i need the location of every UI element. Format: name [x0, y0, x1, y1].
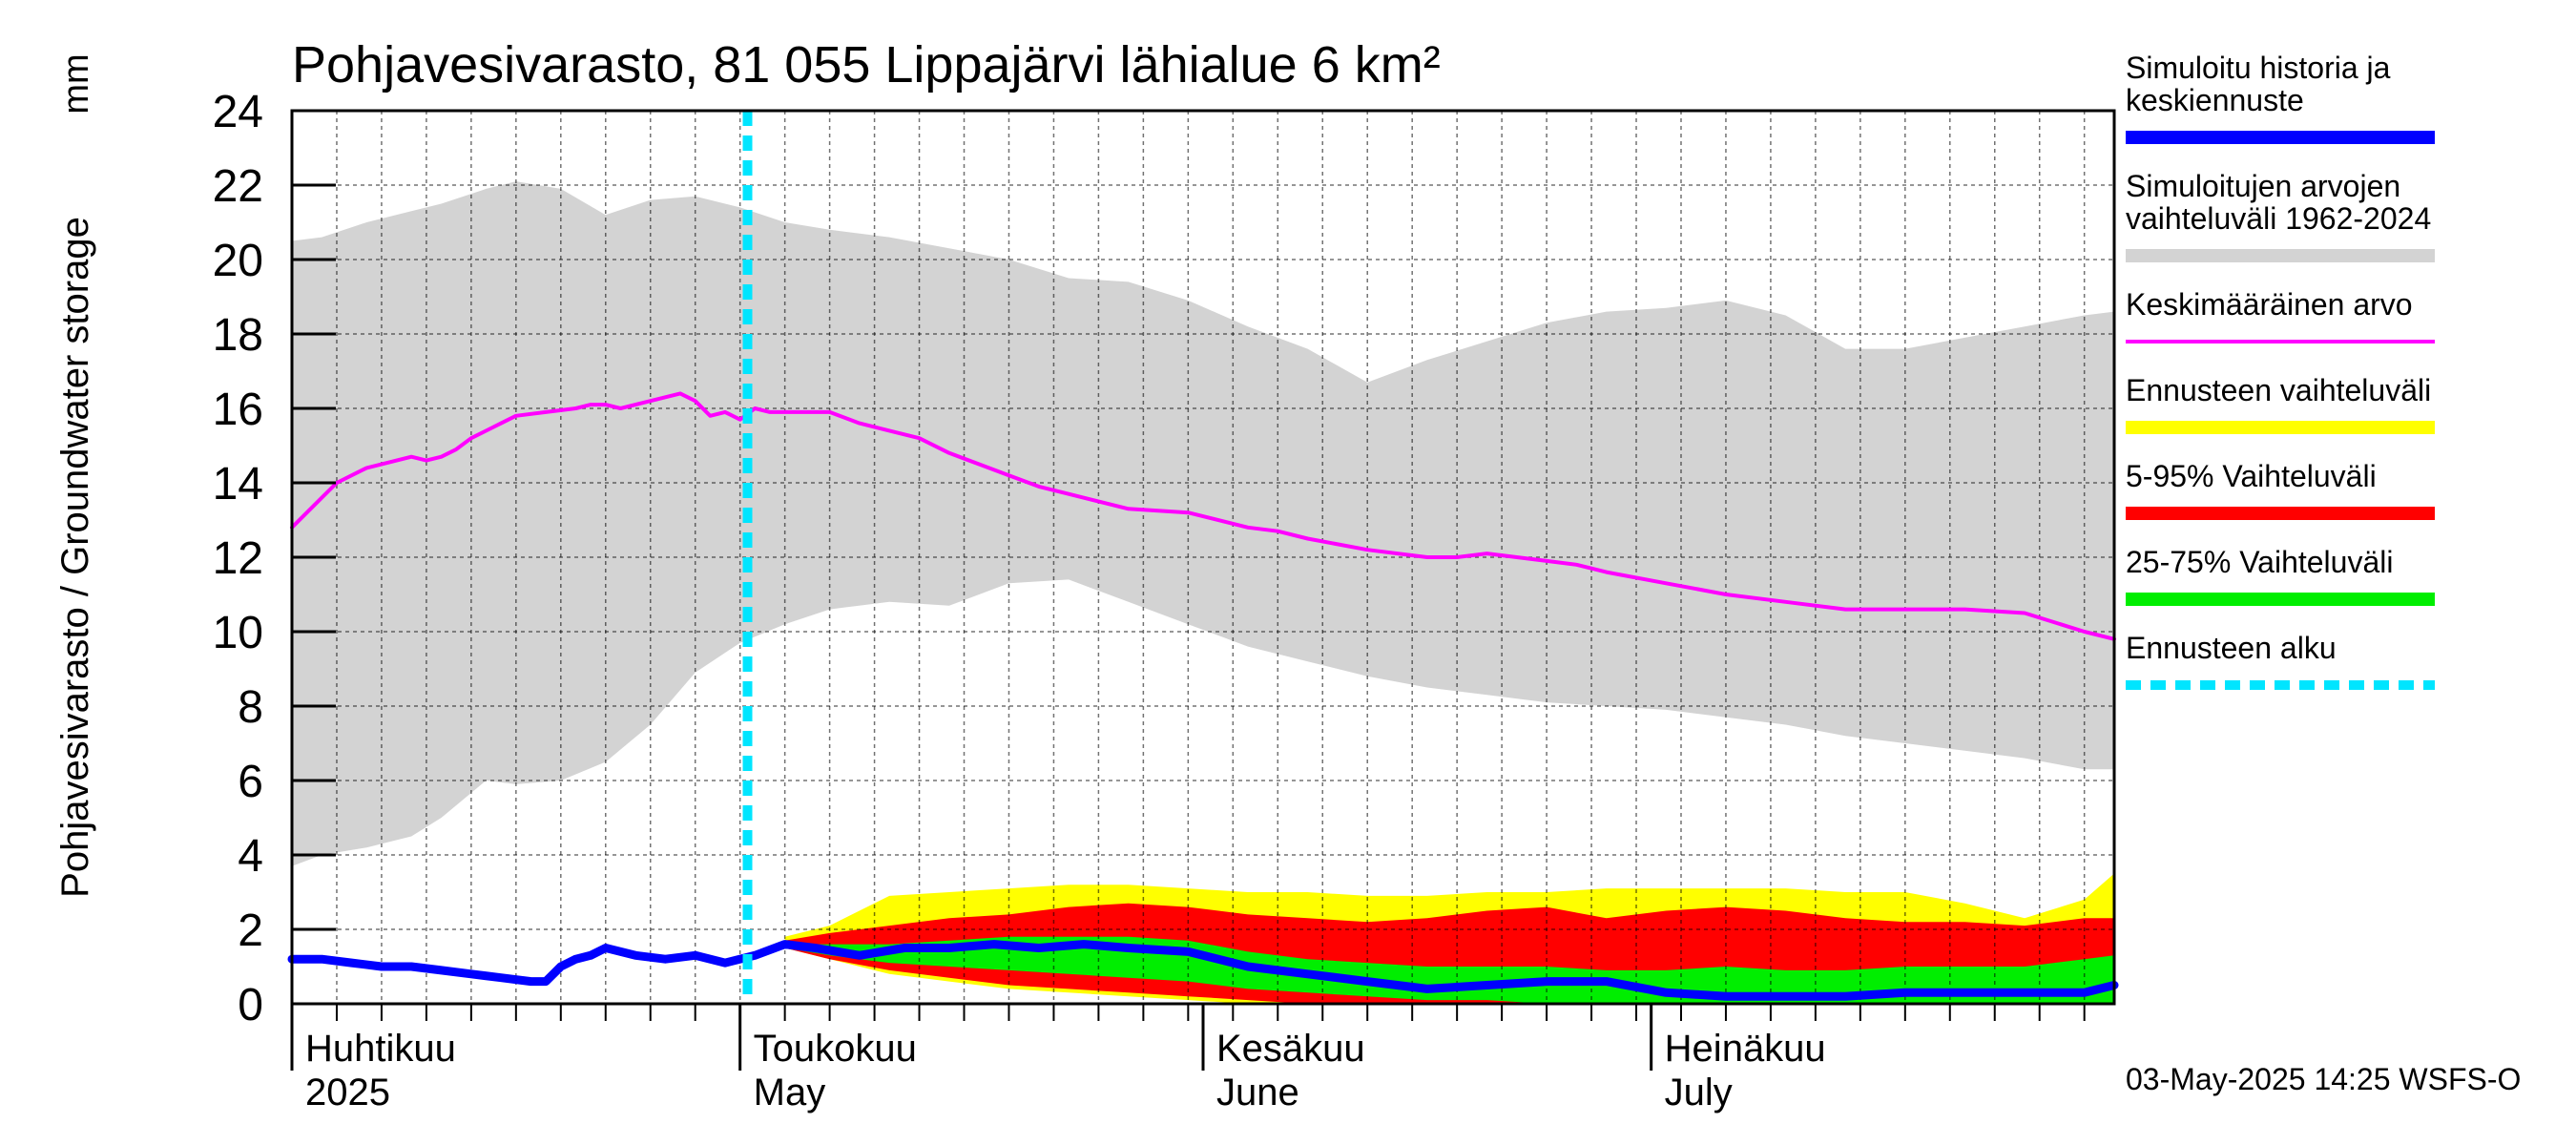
- legend-label: Ennusteen alku: [2126, 631, 2337, 665]
- x-month-sublabel: 2025: [305, 1072, 390, 1114]
- chart-title: Pohjavesivarasto, 81 055 Lippajärvi lähi…: [292, 36, 1441, 94]
- y-tick-label: 12: [213, 533, 263, 584]
- legend-label: Keskimääräinen arvo: [2126, 287, 2413, 322]
- y-tick-label: 18: [213, 310, 263, 361]
- timestamp-footer: 03-May-2025 14:25 WSFS-O: [2126, 1062, 2521, 1096]
- legend-label: 5-95% Vaihteluväli: [2126, 459, 2377, 493]
- y-tick-label: 2: [238, 906, 263, 956]
- y-tick-label: 14: [213, 459, 263, 510]
- legend-label: 25-75% Vaihteluväli: [2126, 545, 2393, 579]
- y-tick-label: 22: [213, 161, 263, 212]
- x-month-label: Toukokuu: [754, 1028, 917, 1070]
- x-month-label: Heinäkuu: [1665, 1028, 1826, 1070]
- series-line-keskim-r-inen-arvo: [290, 391, 2116, 641]
- line-layer: [287, 111, 2119, 1004]
- x-month-sublabel: May: [754, 1072, 826, 1114]
- axes-layer: 024681012141618202224Huhtikuu2025Toukoku…: [54, 53, 2116, 1114]
- y-axis-unit: mm: [56, 53, 96, 114]
- band-25-75-vaihteluv-li: [784, 936, 2114, 1004]
- series-line-simuloitu-historia-ja-keskiennuste: [287, 940, 2119, 1001]
- legend-label: Simuloitu historia ja: [2126, 51, 2391, 85]
- band-simuloitujen-arvojen-vaihteluv-li-1962-2024: [292, 181, 2114, 866]
- legend-label: keskiennuste: [2126, 83, 2304, 117]
- y-tick-label: 10: [213, 608, 263, 658]
- x-month-sublabel: June: [1216, 1072, 1299, 1114]
- y-tick-label: 0: [238, 980, 263, 1030]
- y-tick-label: 8: [238, 682, 263, 733]
- legend-label: Ennusteen vaihteluväli: [2126, 373, 2431, 407]
- y-tick-label: 24: [213, 87, 263, 137]
- y-axis-label: Pohjavesivarasto / Groundwater storage: [54, 217, 96, 898]
- x-month-sublabel: July: [1665, 1072, 1733, 1114]
- band-layer: [292, 181, 2114, 1004]
- x-month-label: Huhtikuu: [305, 1028, 456, 1070]
- legend-label: vaihteluväli 1962-2024: [2126, 201, 2431, 236]
- y-tick-label: 6: [238, 757, 263, 807]
- y-tick-label: 16: [213, 385, 263, 435]
- y-tick-label: 20: [213, 236, 263, 286]
- legend-label: Simuloitujen arvojen: [2126, 169, 2400, 203]
- x-month-label: Kesäkuu: [1216, 1028, 1365, 1070]
- y-tick-label: 4: [238, 831, 263, 882]
